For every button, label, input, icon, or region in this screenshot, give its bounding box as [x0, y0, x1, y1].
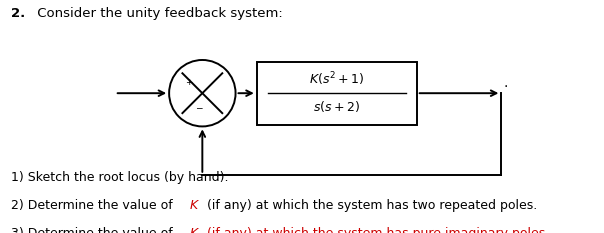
Text: 2) Determine the value of: 2) Determine the value of [11, 199, 176, 212]
Text: K: K [190, 199, 198, 212]
Text: (if any) at which the system has two repeated poles.: (if any) at which the system has two rep… [203, 199, 537, 212]
Text: Consider the unity feedback system:: Consider the unity feedback system: [33, 7, 283, 20]
Text: +: + [185, 78, 192, 87]
Text: $K(s^2+1)$: $K(s^2+1)$ [309, 71, 364, 89]
Text: (if any) at which the system has pure imaginary poles.: (if any) at which the system has pure im… [203, 227, 549, 233]
Text: 2.: 2. [11, 7, 25, 20]
Text: $s(s+2)$: $s(s+2)$ [313, 99, 360, 114]
Text: 3) Determine the value of: 3) Determine the value of [11, 227, 176, 233]
Text: −: − [195, 103, 203, 112]
Text: .: . [504, 76, 509, 90]
Text: K: K [190, 227, 198, 233]
Bar [257, 62, 417, 125]
Text: 1) Sketch the root locus (by hand).: 1) Sketch the root locus (by hand). [11, 171, 228, 184]
